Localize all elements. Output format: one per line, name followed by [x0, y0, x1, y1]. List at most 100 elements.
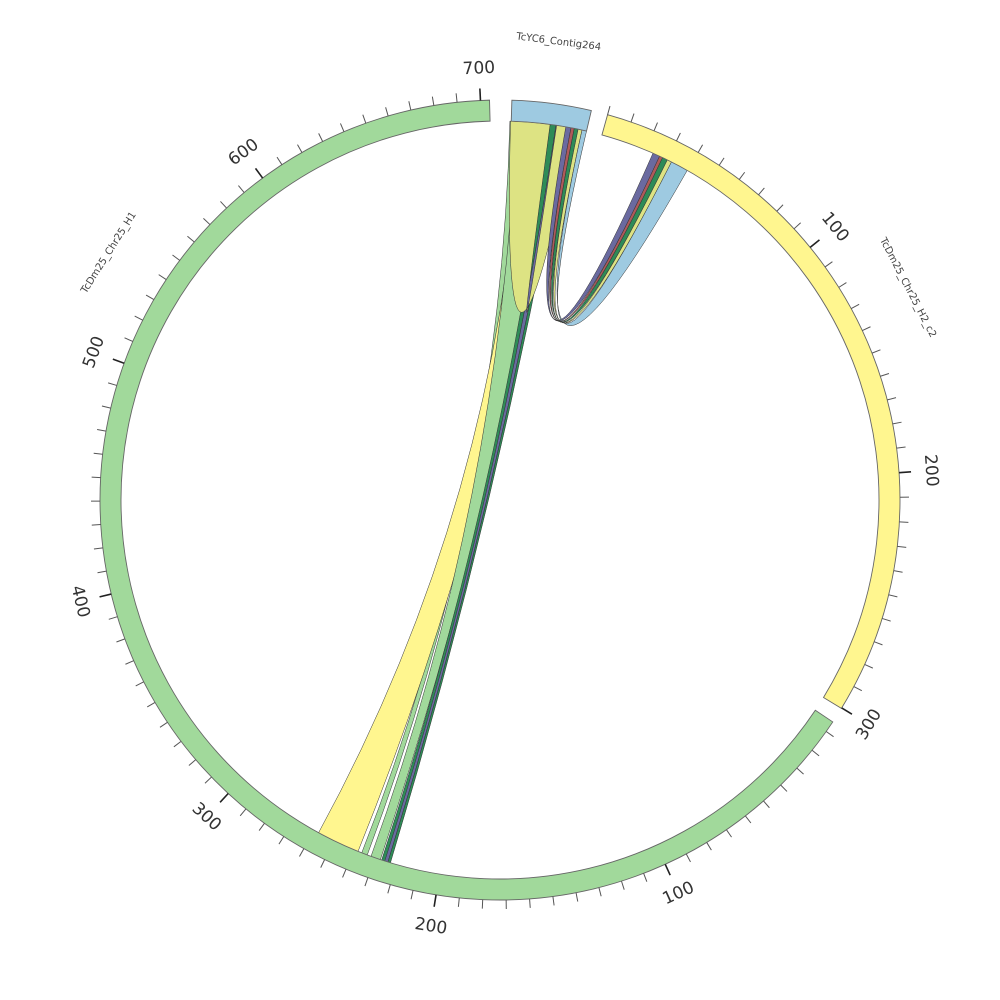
tick-major-h1: [479, 88, 482, 101]
tick-minor-h1: [455, 93, 458, 103]
tick-minor-h2: [793, 222, 801, 230]
tick-minor-h1: [238, 185, 245, 193]
tick-minor-h1: [91, 524, 101, 526]
tick-minor-h2: [675, 132, 681, 142]
tick-minor-h1: [763, 800, 770, 809]
tick-minor-h1: [744, 815, 752, 824]
tick-minor-h1: [385, 107, 389, 117]
tick-minor-h1: [780, 784, 788, 792]
tick-minor-h1: [299, 848, 305, 857]
tick-major-h2: [899, 471, 912, 474]
ideogram-h1: [99, 99, 834, 901]
tick-minor-h2: [897, 545, 907, 548]
tick-minor-h1: [134, 315, 143, 321]
tick-minor-h1: [408, 101, 412, 111]
tick-minor-h1: [135, 681, 144, 687]
tick-minor-h1: [706, 842, 712, 851]
tick-minor-h1: [825, 731, 834, 738]
tick-minor-h2: [887, 397, 897, 401]
tick-label-h2-100: 100: [817, 208, 853, 246]
ideogram-contig: [510, 99, 592, 132]
tick-minor-h1: [107, 382, 117, 386]
tick-minor-h1: [529, 898, 531, 908]
tick-minor-h1: [575, 892, 579, 902]
tick-label-h1-300: 300: [188, 799, 225, 836]
tick-minor-h1: [598, 887, 602, 897]
tick-minor-h2: [888, 594, 898, 598]
tick-minor-h1: [220, 201, 227, 209]
tick-minor-h1: [278, 836, 285, 845]
tick-minor-h1: [552, 896, 555, 906]
tick-minor-h2: [738, 171, 746, 180]
tick-minor-h1: [320, 859, 326, 868]
segment-label-h2: TcDm25_Chr25_H2_c2: [877, 235, 938, 339]
tick-minor-h1: [91, 476, 101, 479]
tick-major-h1: [254, 167, 264, 179]
tick-minor-h1: [204, 776, 212, 784]
tick-label-h1-400: 400: [67, 583, 94, 619]
ideogram-h2: [601, 114, 901, 710]
tick-major-h1: [664, 863, 671, 876]
tick-minor-h2: [880, 373, 890, 377]
tick-minor-h1: [159, 721, 168, 728]
tick-major-h1: [219, 792, 229, 803]
tick-minor-h1: [643, 873, 648, 882]
tick-minor-h1: [116, 638, 126, 643]
tick-minor-h2: [881, 617, 891, 622]
tick-minor-h1: [457, 897, 460, 907]
tick-minor-h2: [864, 663, 874, 669]
tick-major-h1: [112, 358, 125, 364]
tick-major-h1: [99, 593, 112, 598]
tick-major-h1: [433, 894, 437, 907]
tick-minor-h1: [362, 114, 367, 124]
tick-minor-h1: [387, 884, 391, 894]
tick-minor-h1: [188, 759, 197, 766]
tick-minor-h1: [124, 337, 133, 342]
tick-minor-h2: [630, 113, 635, 123]
tick-minor-h2: [892, 421, 902, 425]
tick-minor-h2: [862, 326, 871, 332]
tick-minor-h1: [145, 294, 155, 300]
tick-minor-h2: [873, 641, 883, 646]
tick-minor-h1: [187, 235, 195, 243]
tick-minor-h1: [726, 829, 732, 838]
tick-minor-h1: [318, 133, 324, 142]
segment-label-contig: TcYC6_Contig264: [515, 31, 602, 53]
tick-minor-h1: [101, 405, 111, 409]
tick-minor-h1: [158, 274, 167, 280]
tick-label-h1-200: 200: [413, 914, 448, 939]
tick-minor-h1: [297, 144, 303, 153]
tick-minor-h1: [410, 890, 414, 900]
tick-label-h2-300: 300: [852, 706, 886, 744]
tick-label-h1-500: 500: [79, 334, 109, 371]
tick-minor-h1: [203, 217, 211, 225]
tick-minor-h1: [796, 767, 804, 775]
tick-minor-h2: [896, 446, 906, 449]
tick-minor-h1: [97, 429, 107, 432]
segment-label-h1: TcDm25_Chr25_H1: [79, 210, 139, 296]
tick-minor-h1: [93, 547, 103, 550]
tick-major-h2: [809, 239, 820, 249]
tick-minor-h1: [364, 877, 369, 887]
tick-minor-h2: [850, 303, 860, 310]
tick-minor-h2: [838, 282, 847, 288]
tick-minor-h1: [125, 660, 134, 665]
tick-minor-h2: [758, 187, 765, 196]
tick-label-h1-700: 700: [462, 58, 495, 80]
tick-minor-h1: [685, 853, 691, 863]
link-ribbons: [318, 120, 688, 864]
tick-marks: 100 200 300 100 200 300 400 500 600 700: [67, 58, 942, 939]
tick-minor-h1: [239, 808, 247, 817]
tick-minor-h2: [718, 157, 725, 166]
tick-minor-h2: [871, 349, 881, 354]
tick-minor-h1: [172, 254, 181, 261]
tick-minor-h1: [339, 123, 345, 132]
tick-minor-h2: [824, 261, 833, 268]
tick-minor-h2: [853, 686, 863, 692]
tick-minor-h1: [621, 880, 625, 890]
tick-minor-h1: [93, 452, 103, 455]
tick-minor-h1: [811, 749, 820, 757]
tick-minor-h1: [258, 822, 265, 831]
tick-minor-h2: [607, 105, 611, 115]
